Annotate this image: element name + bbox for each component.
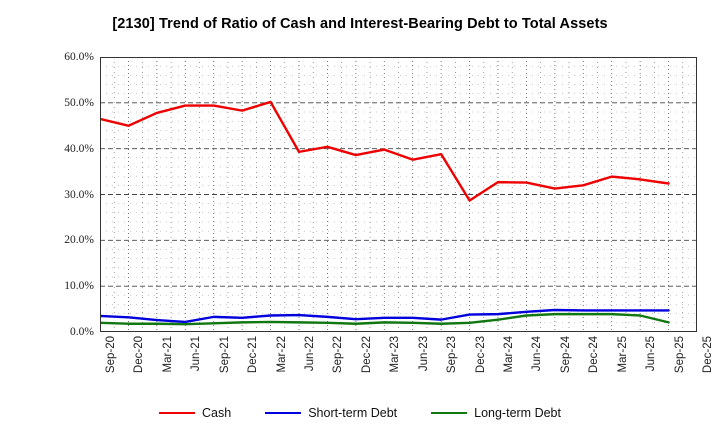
legend-item[interactable]: Short-term Debt	[265, 406, 397, 420]
x-axis-tick-label: Dec-20	[133, 336, 146, 374]
x-axis-tick-label: Dec-22	[360, 336, 373, 374]
y-axis-tick-label: 50.0%	[64, 96, 94, 109]
plot-area	[100, 57, 697, 332]
data-series-lines	[100, 100, 670, 326]
y-axis-tick-label: 40.0%	[64, 142, 94, 155]
legend-color-swatch	[159, 412, 196, 414]
legend-item[interactable]: Cash	[159, 406, 231, 420]
x-axis-tick-label: Jun-22	[304, 336, 316, 372]
y-axis-tick-labels: 0.0% 10.0% 20.0% 30.0% 40.0% 50.0% 60.0%	[22, 51, 94, 338]
x-axis-tick-label: Mar-21	[161, 336, 174, 373]
x-axis-tick-label: Jun-24	[531, 336, 544, 372]
series-line-long-term-debt	[100, 312, 670, 326]
chart-title: [2130] Trend of Ratio of Cash and Intere…	[112, 16, 608, 32]
legend-item[interactable]: Long-term Debt	[431, 406, 561, 420]
plot-frame-border	[100, 57, 697, 332]
y-axis-tick-label: 60.0%	[64, 51, 94, 63]
x-axis-tick-label: Sep-25	[673, 336, 686, 374]
legend-label: Cash	[202, 406, 232, 420]
x-axis-tick-label: Mar-24	[503, 336, 515, 373]
y-axis-tick-label: 20.0%	[64, 234, 94, 247]
legend-label: Short-term Debt	[308, 406, 398, 420]
x-axis-tick-label: Sep-21	[218, 336, 231, 374]
y-axis-tick-label: 30.0%	[64, 188, 94, 201]
x-axis-tick-label: Dec-24	[588, 336, 601, 374]
x-axis-tick-label: Jun-25	[645, 336, 658, 372]
legend-label: Long-term Debt	[474, 406, 561, 420]
series-line-short-term-debt	[100, 308, 670, 324]
x-axis-tick-label: Jun-21	[190, 336, 203, 372]
major-gridlines	[100, 57, 697, 287]
x-axis-tick-label: Mar-23	[389, 336, 402, 373]
x-axis-tick-label: Dec-21	[247, 336, 260, 374]
x-axis-tick-label: Jun-23	[417, 336, 430, 372]
chart-legend: Cash Short-term Debt Long-term Debt	[0, 406, 720, 420]
chart-plot-svg	[100, 57, 697, 332]
y-axis-tick-label: 10.0%	[64, 280, 94, 293]
y-axis-tick-label: 0.0%	[70, 326, 94, 338]
x-axis-tick-label: Sep-24	[559, 336, 572, 374]
x-axis-tick-label: Mar-25	[616, 336, 629, 373]
series-line-cash	[100, 100, 670, 202]
x-axis-tick-label: Mar-22	[275, 336, 288, 373]
x-axis-tick-label: Sep-22	[332, 336, 345, 374]
x-axis-tick-labels: Sep-20 Dec-20 Mar-21 Jun-21 Sep-21 Dec-21 Mar-…	[100, 336, 714, 402]
x-axis-tick-label: Sep-20	[105, 336, 117, 374]
x-axis-tick-label: Dec-23	[474, 336, 487, 374]
x-axis-tick-label: Dec-25	[702, 336, 714, 374]
legend-color-swatch	[265, 412, 302, 414]
legend-color-swatch	[431, 412, 468, 414]
x-axis-tick-label: Sep-23	[446, 336, 459, 374]
